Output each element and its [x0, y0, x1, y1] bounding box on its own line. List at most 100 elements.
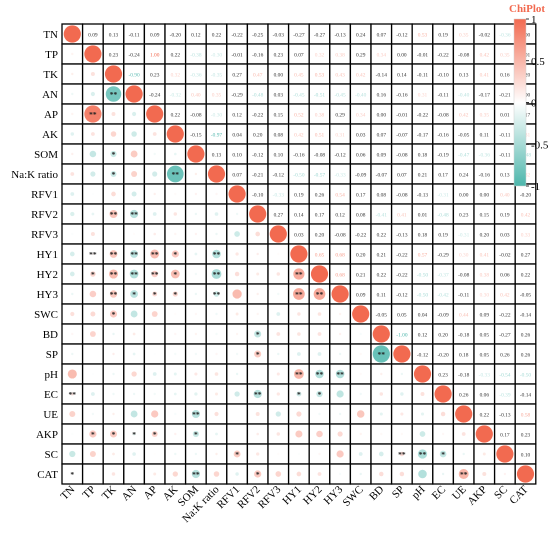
- coefficient-label: 0.14: [397, 72, 407, 78]
- matrix-cell: 0.27: [514, 243, 537, 265]
- correlation-circle: [297, 332, 301, 336]
- column-label: TP: [80, 484, 98, 502]
- matrix-cell: 0.18: [411, 143, 434, 165]
- matrix-cell: [246, 363, 269, 385]
- correlation-circle: [338, 412, 342, 416]
- matrix-cell: [81, 203, 104, 225]
- matrix-cell: 0.06: [473, 383, 496, 405]
- coefficient-label: 0.22: [171, 112, 181, 118]
- matrix-cell: [143, 163, 166, 185]
- coefficient-label: -0.90: [128, 72, 140, 78]
- coefficient-label: -0.12: [396, 292, 408, 298]
- matrix-cell: 0.34: [349, 103, 372, 125]
- significance-stars: **: [213, 250, 221, 259]
- correlation-circle: [277, 252, 280, 256]
- matrix-cell: 0.13: [493, 163, 516, 185]
- matrix-cell: [184, 283, 207, 305]
- coefficient-label: 0.10: [274, 152, 284, 158]
- correlation-circle: [234, 271, 240, 277]
- correlation-circle: [70, 132, 75, 136]
- coefficient-label: 0.26: [315, 192, 325, 198]
- diagonal-circle: [228, 185, 246, 203]
- column-label: SP: [390, 484, 407, 501]
- correlation-circle: [213, 291, 220, 297]
- correlation-circle: [90, 232, 95, 236]
- matrix-cell: 0.45: [287, 63, 310, 85]
- matrix-cell: [102, 343, 125, 365]
- matrix-cell: -0.02: [493, 243, 516, 265]
- matrix-cell: -0.35: [205, 63, 228, 85]
- matrix-cell: [349, 383, 372, 405]
- correlation-circle: [213, 471, 220, 477]
- matrix-cell: [81, 363, 104, 385]
- significance-stars: *: [173, 290, 177, 299]
- correlation-circle: [89, 290, 97, 298]
- matrix-cell: [205, 463, 228, 485]
- matrix-cell: [143, 223, 166, 245]
- coefficient-label: 0.14: [294, 212, 304, 218]
- matrix-cell: [432, 403, 455, 425]
- matrix-cell: [226, 423, 249, 445]
- matrix-cell: [61, 163, 84, 185]
- matrix-cell: 0.10: [226, 143, 249, 165]
- matrix-cell: -0.21: [493, 83, 516, 105]
- matrix-cell: 0.00: [452, 183, 475, 205]
- matrix-cell: [267, 463, 290, 485]
- matrix-cell: -0.31: [452, 223, 475, 245]
- column-label: SWC: [340, 484, 365, 509]
- correlation-circle: [399, 451, 405, 457]
- coefficient-label: -0.22: [396, 252, 408, 258]
- correlation-circle: [152, 132, 157, 136]
- coefficient-label: -0.10: [437, 72, 449, 78]
- correlation-circle: [338, 352, 342, 356]
- coefficient-label: -0.54: [499, 372, 511, 378]
- coefficient-label: 0.16: [500, 72, 510, 78]
- matrix-cell: [164, 443, 187, 465]
- correlation-circle: [174, 352, 177, 356]
- correlation-circle: [379, 471, 384, 477]
- matrix-cell: 0.15: [473, 203, 496, 225]
- matrix-cell: [246, 243, 269, 265]
- coefficient-label: 0.42: [500, 292, 510, 298]
- significance-stars: *: [235, 450, 239, 459]
- coefficient-label: -0.17: [417, 132, 429, 138]
- coefficient-label: 0.12: [232, 112, 242, 118]
- matrix-cell: [390, 383, 413, 405]
- matrix-cell: *: [81, 423, 104, 445]
- matrix-cell: [143, 103, 166, 125]
- matrix-cell: 0.11: [370, 283, 393, 305]
- correlation-circle: [130, 410, 138, 418]
- matrix-cell: [473, 443, 496, 465]
- correlation-circle: [152, 171, 158, 177]
- matrix-cell: [81, 163, 104, 185]
- row-label: RFV1: [31, 189, 58, 201]
- correlation-circle: [132, 432, 136, 436]
- matrix-cell: [267, 363, 290, 385]
- matrix-cell: [61, 263, 84, 285]
- matrix-cell: [205, 163, 228, 185]
- matrix-cell: -0.13: [411, 183, 434, 205]
- significance-stars: *: [70, 470, 74, 479]
- correlation-circle: [153, 152, 156, 156]
- coefficient-label: 0.00: [377, 112, 387, 118]
- correlation-circle: [276, 312, 281, 316]
- matrix-cell: [452, 423, 475, 445]
- matrix-cell: *: [123, 423, 146, 445]
- coefficient-label: 0.15: [274, 112, 284, 118]
- matrix-cell: [205, 443, 228, 465]
- coefficient-label: 0.21: [377, 252, 387, 258]
- diagonal-circle: [310, 265, 329, 283]
- coefficient-label: -0.08: [458, 272, 470, 278]
- coefficient-label: -0.08: [458, 52, 470, 58]
- matrix-cell: 0.19: [432, 223, 455, 245]
- coefficient-label: 0.27: [232, 72, 242, 78]
- matrix-cell: [411, 363, 434, 385]
- significance-stars: **: [130, 250, 138, 259]
- coefficient-label: 0.42: [294, 132, 304, 138]
- matrix-cell: *: [226, 443, 249, 465]
- matrix-cell: [61, 23, 84, 45]
- matrix-cell: [184, 263, 207, 285]
- matrix-cell: -0.16: [246, 43, 269, 65]
- correlation-circle: [171, 250, 179, 258]
- matrix-cell: [164, 383, 187, 405]
